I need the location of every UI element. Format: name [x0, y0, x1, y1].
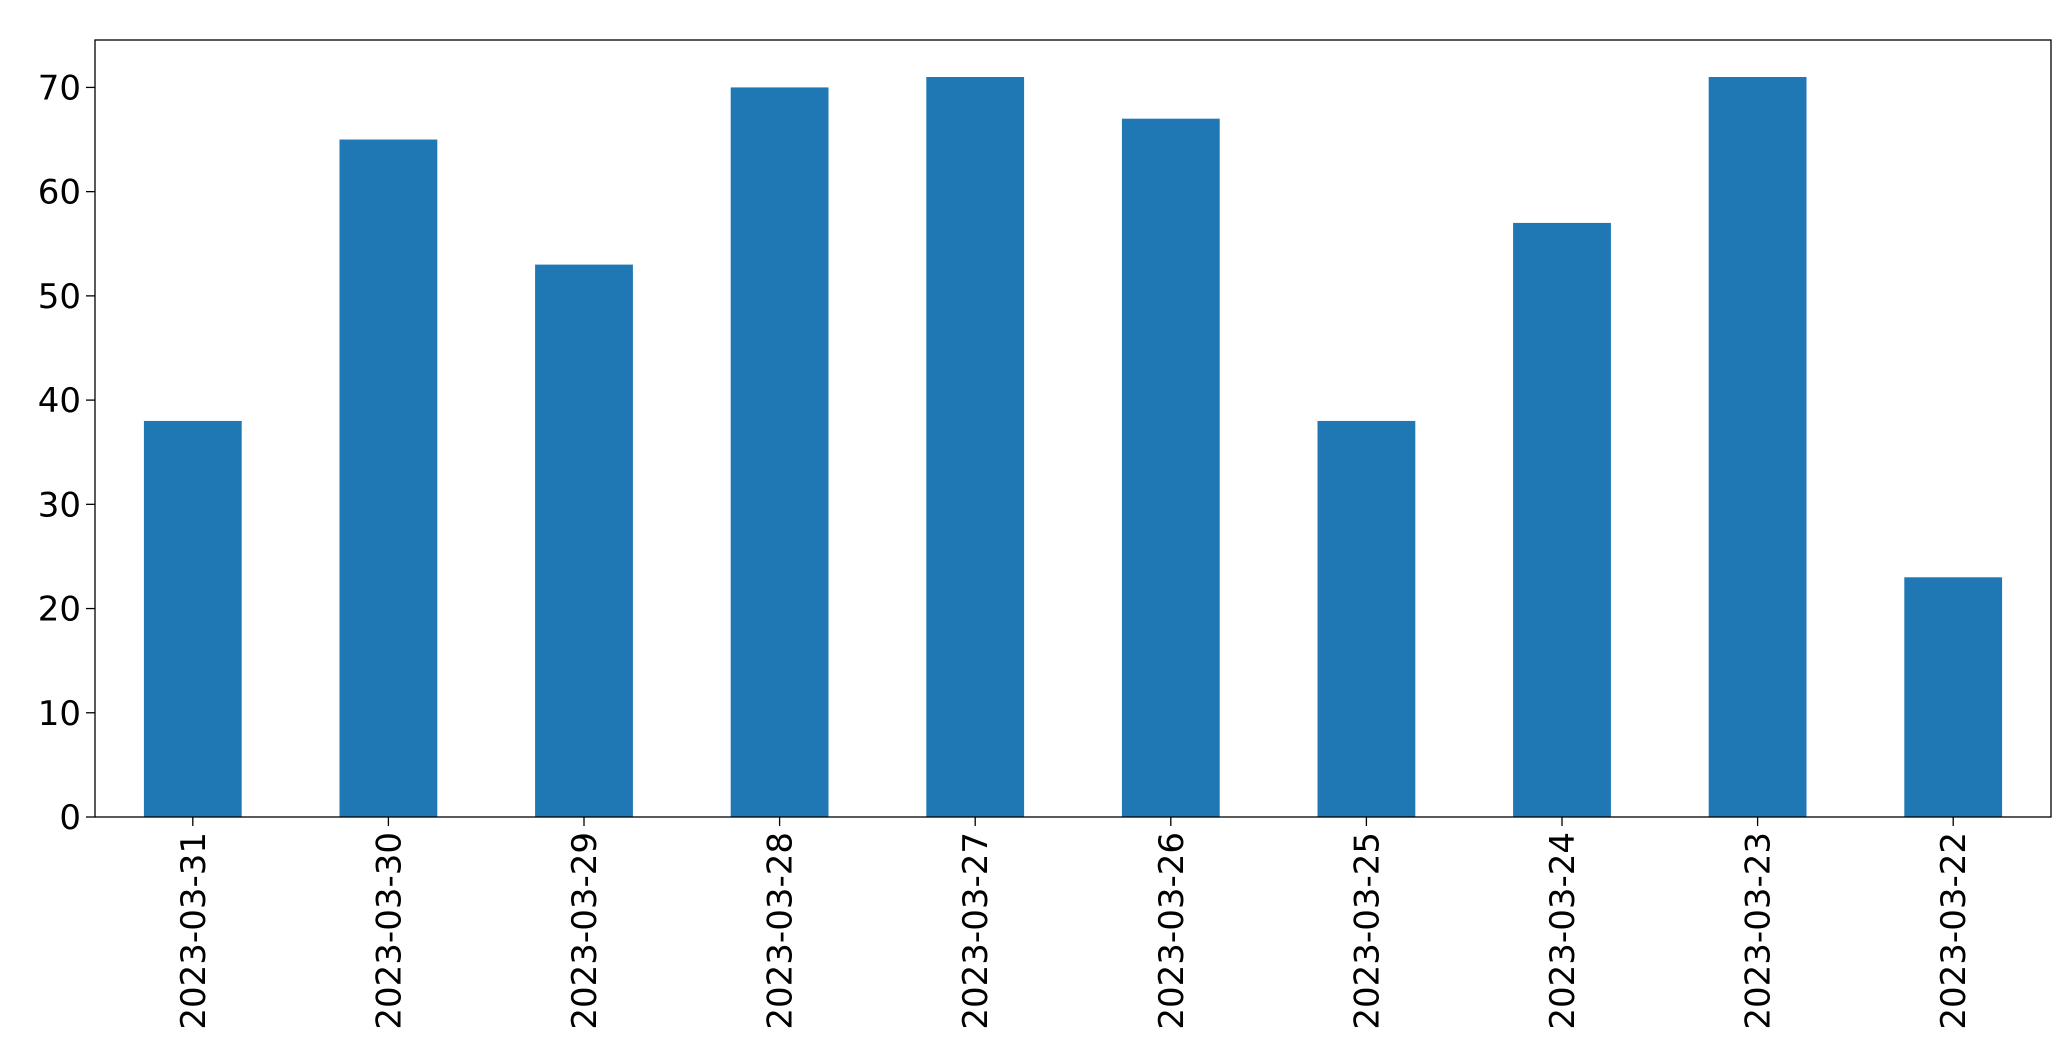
x-tick-label: 2023-03-31 [174, 832, 214, 1030]
x-tick-label: 2023-03-29 [565, 832, 605, 1030]
y-tick-label: 30 [38, 485, 81, 525]
bar [535, 264, 633, 818]
y-tick-label: 10 [38, 694, 81, 734]
y-tick-label: 70 [38, 68, 81, 108]
bar [339, 139, 438, 817]
bar [730, 87, 829, 817]
y-tick-label: 60 [38, 173, 81, 213]
bar [1708, 77, 1807, 817]
bar [1121, 118, 1220, 818]
x-tick-label: 2023-03-22 [1934, 832, 1974, 1030]
bar [926, 77, 1025, 817]
bar [1904, 577, 2003, 817]
plot-frame [94, 39, 2052, 818]
x-tick-label: 2023-03-23 [1739, 832, 1779, 1030]
bar [143, 420, 242, 817]
y-tick-label: 50 [38, 277, 81, 317]
x-tick-label: 2023-03-26 [1152, 832, 1192, 1030]
bar [1317, 420, 1416, 817]
x-tick-label: 2023-03-27 [956, 832, 996, 1030]
x-tick-label: 2023-03-24 [1543, 832, 1583, 1030]
y-tick-label: 40 [38, 381, 81, 421]
bar [1513, 222, 1611, 817]
y-tick-label: 0 [59, 798, 81, 838]
x-tick-label: 2023-03-25 [1347, 832, 1387, 1030]
x-tick-label: 2023-03-28 [761, 832, 801, 1030]
y-tick-label: 20 [38, 590, 81, 630]
x-tick-label: 2023-03-30 [369, 832, 409, 1030]
